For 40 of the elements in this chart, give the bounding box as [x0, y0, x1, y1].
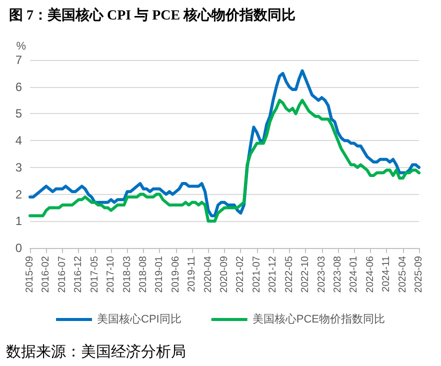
x-tick-label: 2023-03 — [316, 256, 328, 293]
y-tick-label: 4 — [15, 134, 22, 148]
line-series — [28, 98, 420, 223]
x-tick-label: 2016-12 — [73, 256, 84, 293]
chart-title: 图 7：美国核心 CPI 与 PCE 核心物价指数同比 — [9, 6, 296, 24]
x-tick-label: 2016-02 — [40, 256, 52, 293]
y-tick-label: 3 — [15, 160, 22, 174]
x-tick-label: 2021-07 — [251, 256, 262, 293]
x-tick-label: 2021-12 — [268, 256, 279, 293]
y-tick-label: 2 — [15, 187, 22, 202]
legend-label: 美国核心PCE物价指数同比 — [252, 312, 385, 326]
y-tick-label: 7 — [15, 53, 22, 67]
x-tick-label: 2019-01 — [154, 256, 166, 293]
x-tick-label: 2015-09 — [24, 256, 36, 293]
x-tick-label: 2018-03 — [122, 256, 133, 293]
x-tick-label: 2016-07 — [56, 256, 68, 293]
x-tick-label: 2025-09 — [414, 256, 424, 293]
x-tick-label: 2021-02 — [235, 256, 246, 293]
y-tick-label: 5 — [15, 106, 22, 121]
x-tick-label: 2023-08 — [332, 256, 344, 293]
x-tick-label: 2024-06 — [364, 256, 376, 293]
x-tick-label: 2022-10 — [300, 256, 312, 293]
y-axis-title: % — [16, 40, 26, 52]
source-note: 数据来源：美国经济分析局 — [6, 344, 186, 360]
line-series — [28, 69, 420, 218]
x-tick-label: 2020-04 — [202, 256, 214, 293]
y-tick-label: 6 — [15, 80, 22, 94]
x-tick-label: 2017-05 — [89, 256, 100, 293]
x-tick-label: 2022-05 — [284, 256, 295, 293]
x-tick-label: 2017-10 — [106, 256, 117, 293]
x-tick-label: 2024-11 — [381, 256, 392, 292]
x-tick-label: 2020-09 — [219, 256, 230, 293]
x-tick-label: 2024-01 — [348, 256, 360, 293]
x-tick-label: 2019-11 — [186, 256, 198, 292]
x-tick-label: 2018-08 — [138, 256, 149, 293]
x-tick-label: 2025-04 — [397, 256, 408, 293]
legend-label: 美国核心CPI同比 — [97, 312, 182, 326]
y-tick-label: 1 — [15, 214, 22, 228]
y-tick-label: 0 — [15, 241, 22, 255]
x-tick-label: 2019-06 — [170, 256, 182, 293]
